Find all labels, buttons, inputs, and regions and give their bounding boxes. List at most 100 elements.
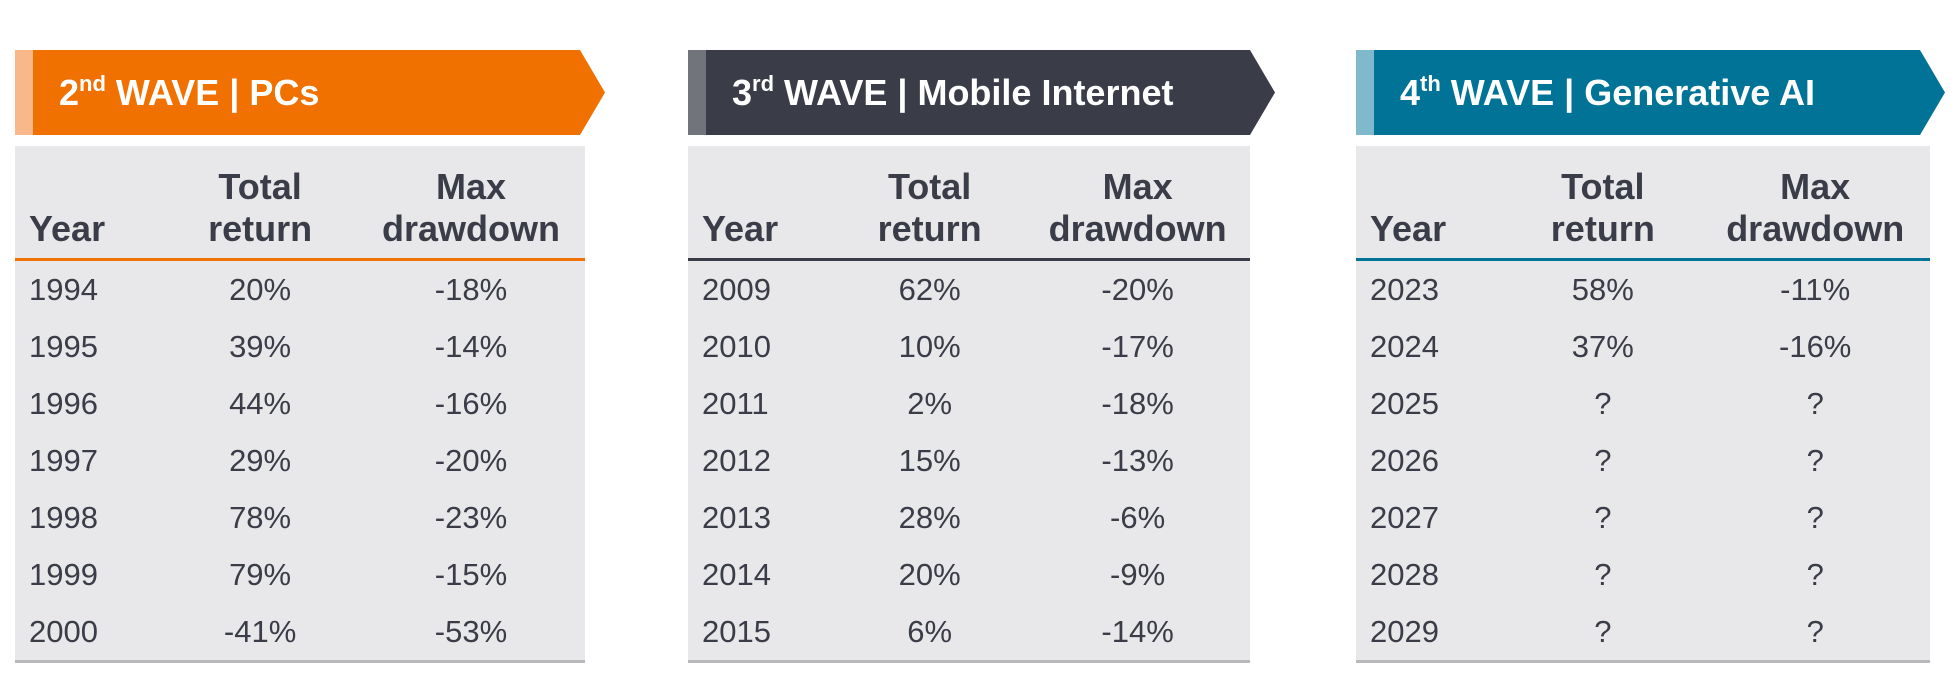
- total-return-cell: 20%: [229, 271, 292, 307]
- year-cell: 2011: [702, 385, 769, 421]
- max-drawdown-cell: -9%: [1110, 556, 1166, 592]
- total-return-cell: ?: [1594, 613, 1612, 649]
- year-cell: 2023: [1370, 271, 1439, 307]
- max-drawdown-cell: -16%: [1779, 328, 1852, 364]
- wave-header: 3rd WAVE | Mobile Internet: [688, 50, 1275, 135]
- max-drawdown-cell: -18%: [434, 271, 508, 307]
- max-drawdown-cell: ?: [1806, 613, 1824, 649]
- max-drawdown-cell: -14%: [434, 328, 508, 364]
- table-row: 2026 ? ?: [1356, 432, 1930, 489]
- header-row: Year Total return Max drawdown: [1356, 146, 1930, 260]
- total-return-cell: 28%: [898, 499, 961, 535]
- table-row: 2009 62% -20%: [688, 260, 1250, 319]
- total-return-cell: ?: [1594, 385, 1612, 421]
- table-row: 1999 79% -15%: [15, 546, 585, 603]
- max-drawdown-cell: -16%: [434, 385, 508, 421]
- max-drawdown-cell: ?: [1806, 442, 1824, 478]
- wave-title: 4th WAVE | Generative AI: [1400, 71, 1815, 113]
- year-cell: 1998: [29, 499, 98, 535]
- table-row: 2028 ? ?: [1356, 546, 1930, 603]
- total-return-cell: 58%: [1571, 271, 1634, 307]
- year-cell: 2015: [702, 613, 771, 649]
- max-drawdown-header: Max drawdown: [1048, 166, 1227, 249]
- year-cell: 2029: [1370, 613, 1439, 649]
- year-cell: 2009: [702, 271, 771, 307]
- wave-panel-4: 4th WAVE | Generative AI Year Total retur…: [1356, 50, 1945, 663]
- max-drawdown-cell: ?: [1806, 385, 1824, 421]
- year-cell: 2026: [1370, 442, 1439, 478]
- table-row: 2014 20% -9%: [688, 546, 1250, 603]
- year-cell: 2014: [702, 556, 771, 592]
- year-header: Year: [1370, 208, 1447, 249]
- year-header: Year: [29, 208, 106, 249]
- total-return-cell: 20%: [898, 556, 961, 592]
- table-row: 2027 ? ?: [1356, 489, 1930, 546]
- max-drawdown-header: Max drawdown: [381, 166, 560, 249]
- wave-header: 4th WAVE | Generative AI: [1356, 50, 1945, 135]
- year-cell: 1994: [29, 271, 98, 307]
- header-accent: [1356, 50, 1374, 135]
- total-return-cell: -41%: [223, 613, 297, 649]
- total-return-cell: 29%: [229, 442, 292, 478]
- total-return-cell: 37%: [1571, 328, 1634, 364]
- total-return-cell: 2%: [907, 385, 953, 421]
- max-drawdown-cell: -20%: [1101, 271, 1174, 307]
- wave-table: Year Total return Max drawdown 2023 58% -1…: [1356, 146, 1930, 663]
- year-cell: 2010: [702, 328, 771, 364]
- year-cell: 2027: [1370, 499, 1439, 535]
- table-row: 2029 ? ?: [1356, 603, 1930, 662]
- year-header: Year: [702, 208, 779, 249]
- total-return-cell: ?: [1594, 499, 1612, 535]
- table-row: 2010 10% -17%: [688, 318, 1250, 375]
- year-cell: 1997: [29, 442, 98, 478]
- total-return-cell: 15%: [898, 442, 961, 478]
- table-row: 2024 37% -16%: [1356, 318, 1930, 375]
- year-cell: 2028: [1370, 556, 1439, 592]
- total-return-cell: ?: [1594, 556, 1612, 592]
- table-row: 1998 78% -23%: [15, 489, 585, 546]
- wave-table: Year Total return Max drawdown 1994 20% -1…: [15, 146, 585, 663]
- wave-title: 3rd WAVE | Mobile Internet: [732, 71, 1174, 113]
- wave-table: Year Total return Max drawdown 2009 62% -2…: [688, 146, 1250, 663]
- header-accent: [15, 50, 33, 135]
- wave-panel-3: 3rd WAVE | Mobile Internet Year Total ret…: [688, 50, 1275, 663]
- wave-panel-2: 2nd WAVE | PCs Year Total return Max drawd…: [15, 50, 605, 663]
- table-row: 2012 15% -13%: [688, 432, 1250, 489]
- wave-title: 2nd WAVE | PCs: [59, 71, 320, 113]
- year-cell: 2024: [1370, 328, 1439, 364]
- max-drawdown-cell: -15%: [434, 556, 508, 592]
- year-cell: 1995: [29, 328, 98, 364]
- max-drawdown-cell: -53%: [434, 613, 508, 649]
- total-return-cell: ?: [1594, 442, 1612, 478]
- max-drawdown-cell: -23%: [434, 499, 508, 535]
- total-return-header: Total return: [1550, 166, 1655, 249]
- max-drawdown-header: Max drawdown: [1726, 166, 1905, 249]
- header-row: Year Total return Max drawdown: [15, 146, 585, 260]
- table-row: 2015 6% -14%: [688, 603, 1250, 662]
- total-return-header: Total return: [208, 166, 313, 249]
- max-drawdown-cell: -14%: [1101, 613, 1174, 649]
- max-drawdown-cell: -13%: [1101, 442, 1174, 478]
- max-drawdown-cell: -17%: [1101, 328, 1174, 364]
- total-return-header: Total return: [877, 166, 982, 249]
- year-cell: 2025: [1370, 385, 1439, 421]
- table-row: 1997 29% -20%: [15, 432, 585, 489]
- max-drawdown-cell: -6%: [1110, 499, 1166, 535]
- table-row: 1996 44% -16%: [15, 375, 585, 432]
- total-return-cell: 62%: [898, 271, 961, 307]
- year-cell: 2013: [702, 499, 771, 535]
- year-cell: 2000: [29, 613, 98, 649]
- table-row: 1995 39% -14%: [15, 318, 585, 375]
- total-return-cell: 6%: [907, 613, 953, 649]
- table-row: 2025 ? ?: [1356, 375, 1930, 432]
- max-drawdown-cell: -18%: [1101, 385, 1174, 421]
- total-return-cell: 10%: [898, 328, 961, 364]
- total-return-cell: 79%: [229, 556, 292, 592]
- wave-header: 2nd WAVE | PCs: [15, 50, 605, 135]
- table-row: 2013 28% -6%: [688, 489, 1250, 546]
- total-return-cell: 78%: [229, 499, 292, 535]
- year-cell: 1996: [29, 385, 98, 421]
- header-accent: [688, 50, 706, 135]
- year-cell: 2012: [702, 442, 771, 478]
- table-row: 2011 2% -18%: [688, 375, 1250, 432]
